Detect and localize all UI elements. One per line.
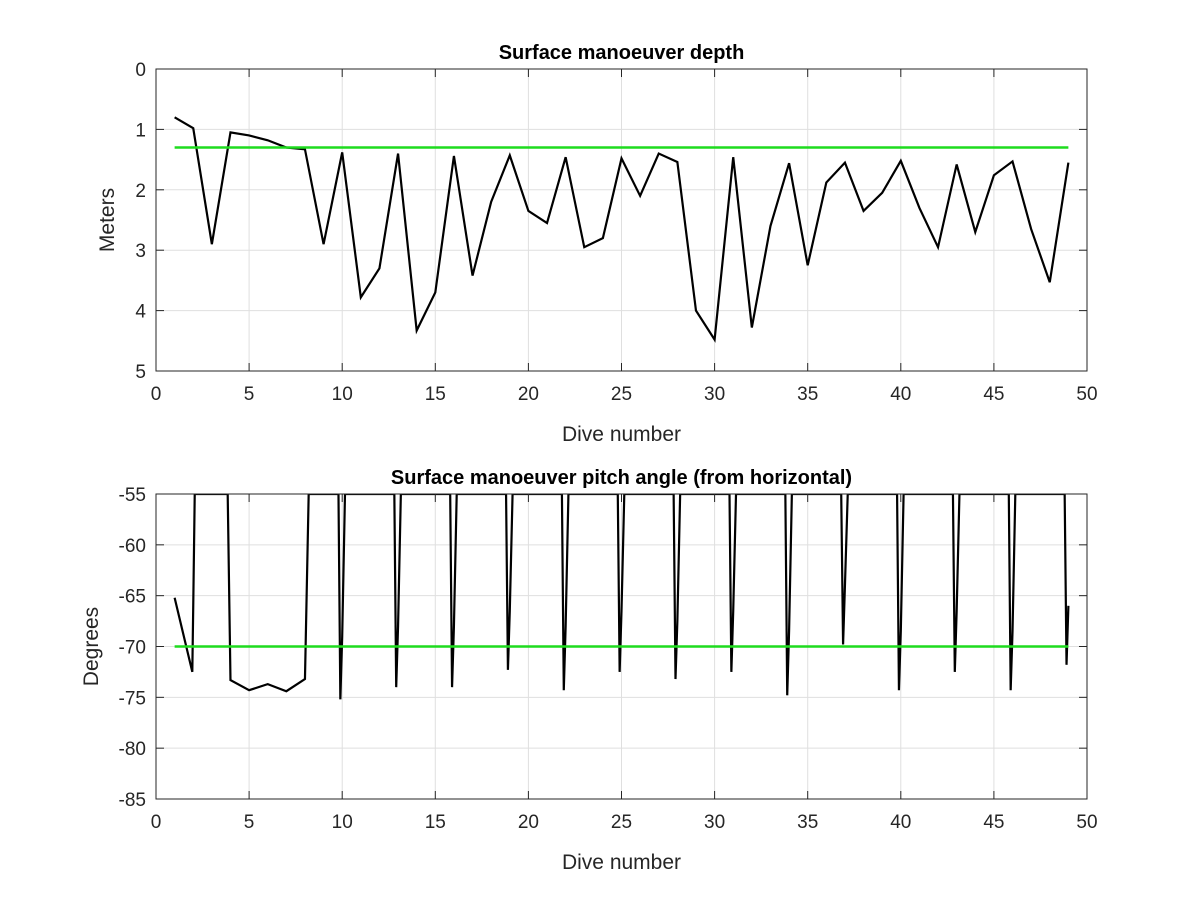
depth-x-tick-label: 25: [611, 384, 632, 405]
depth-y-tick-label: 5: [135, 362, 146, 383]
pitch-x-tick-label: 45: [983, 812, 1004, 833]
pitch-series: [173, 494, 1070, 700]
depth-y-tick-label: 3: [135, 241, 146, 262]
pitch-y-tick-label: -75: [119, 688, 146, 709]
pitch-x-tick-label: 35: [797, 812, 818, 833]
pitch-x-tick-label: 0: [151, 812, 162, 833]
pitch-x-tick-label: 25: [611, 812, 632, 833]
depth-series: [174, 116, 1070, 343]
depth-y-axis-label: Meters: [96, 188, 119, 252]
pitch-x-tick-label: 50: [1076, 812, 1097, 833]
pitch-chart-title: Surface manoeuver pitch angle (from hori…: [391, 467, 852, 489]
pitch-y-tick-label: -60: [119, 536, 146, 557]
depth-x-tick-label: 0: [151, 384, 162, 405]
pitch-x-tick-label: 5: [244, 812, 255, 833]
pitch-y-axis-label: Degrees: [80, 607, 103, 686]
pitch-y-tick-label: -85: [119, 790, 146, 811]
depth-y-tick-label: 0: [135, 60, 146, 81]
depth-x-tick-label: 20: [518, 384, 539, 405]
depth-x-tick-label: 45: [983, 384, 1004, 405]
depth-x-tick-label: 35: [797, 384, 818, 405]
depth-y-tick-label: 1: [135, 120, 146, 141]
depth-x-tick-label: 40: [890, 384, 911, 405]
pitch-ticks: 0 5 10 15 20 25 30 35 40 45 50 -55 -60 -65 -70 -75 -80 -8…: [119, 485, 1098, 833]
pitch-y-tick-label: -65: [119, 587, 146, 608]
depth-y-tick-label: 4: [135, 302, 146, 323]
depth-x-tick-label: 5: [244, 384, 255, 405]
pitch-x-tick-label: 15: [425, 812, 446, 833]
depth-x-tick-label: 50: [1076, 384, 1097, 405]
depth-chart-title: Surface manoeuver depth: [499, 42, 745, 64]
depth-x-tick-label: 30: [704, 384, 725, 405]
pitch-x-axis-label: Dive number: [562, 851, 681, 874]
depth-x-tick-label: 15: [425, 384, 446, 405]
depth-x-tick-label: 10: [332, 384, 353, 405]
pitch-x-tick-label: 40: [890, 812, 911, 833]
pitch-subplot: 0 5 10 15 20 25 30 35 40 45 50 -55 -60 -65 -70 -75 -80 -8…: [80, 467, 1098, 874]
pitch-y-tick-label: -55: [119, 485, 146, 506]
pitch-y-tick-label: -80: [119, 739, 146, 760]
pitch-x-tick-label: 20: [518, 812, 539, 833]
pitch-data-line: [173, 494, 1070, 700]
depth-y-tick-label: 2: [135, 181, 146, 202]
pitch-y-tick-label: -70: [119, 638, 146, 659]
depth-x-axis-label: Dive number: [562, 423, 681, 446]
depth-data-line: [174, 116, 1070, 343]
pitch-x-tick-label: 10: [332, 812, 353, 833]
pitch-x-tick-label: 30: [704, 812, 725, 833]
